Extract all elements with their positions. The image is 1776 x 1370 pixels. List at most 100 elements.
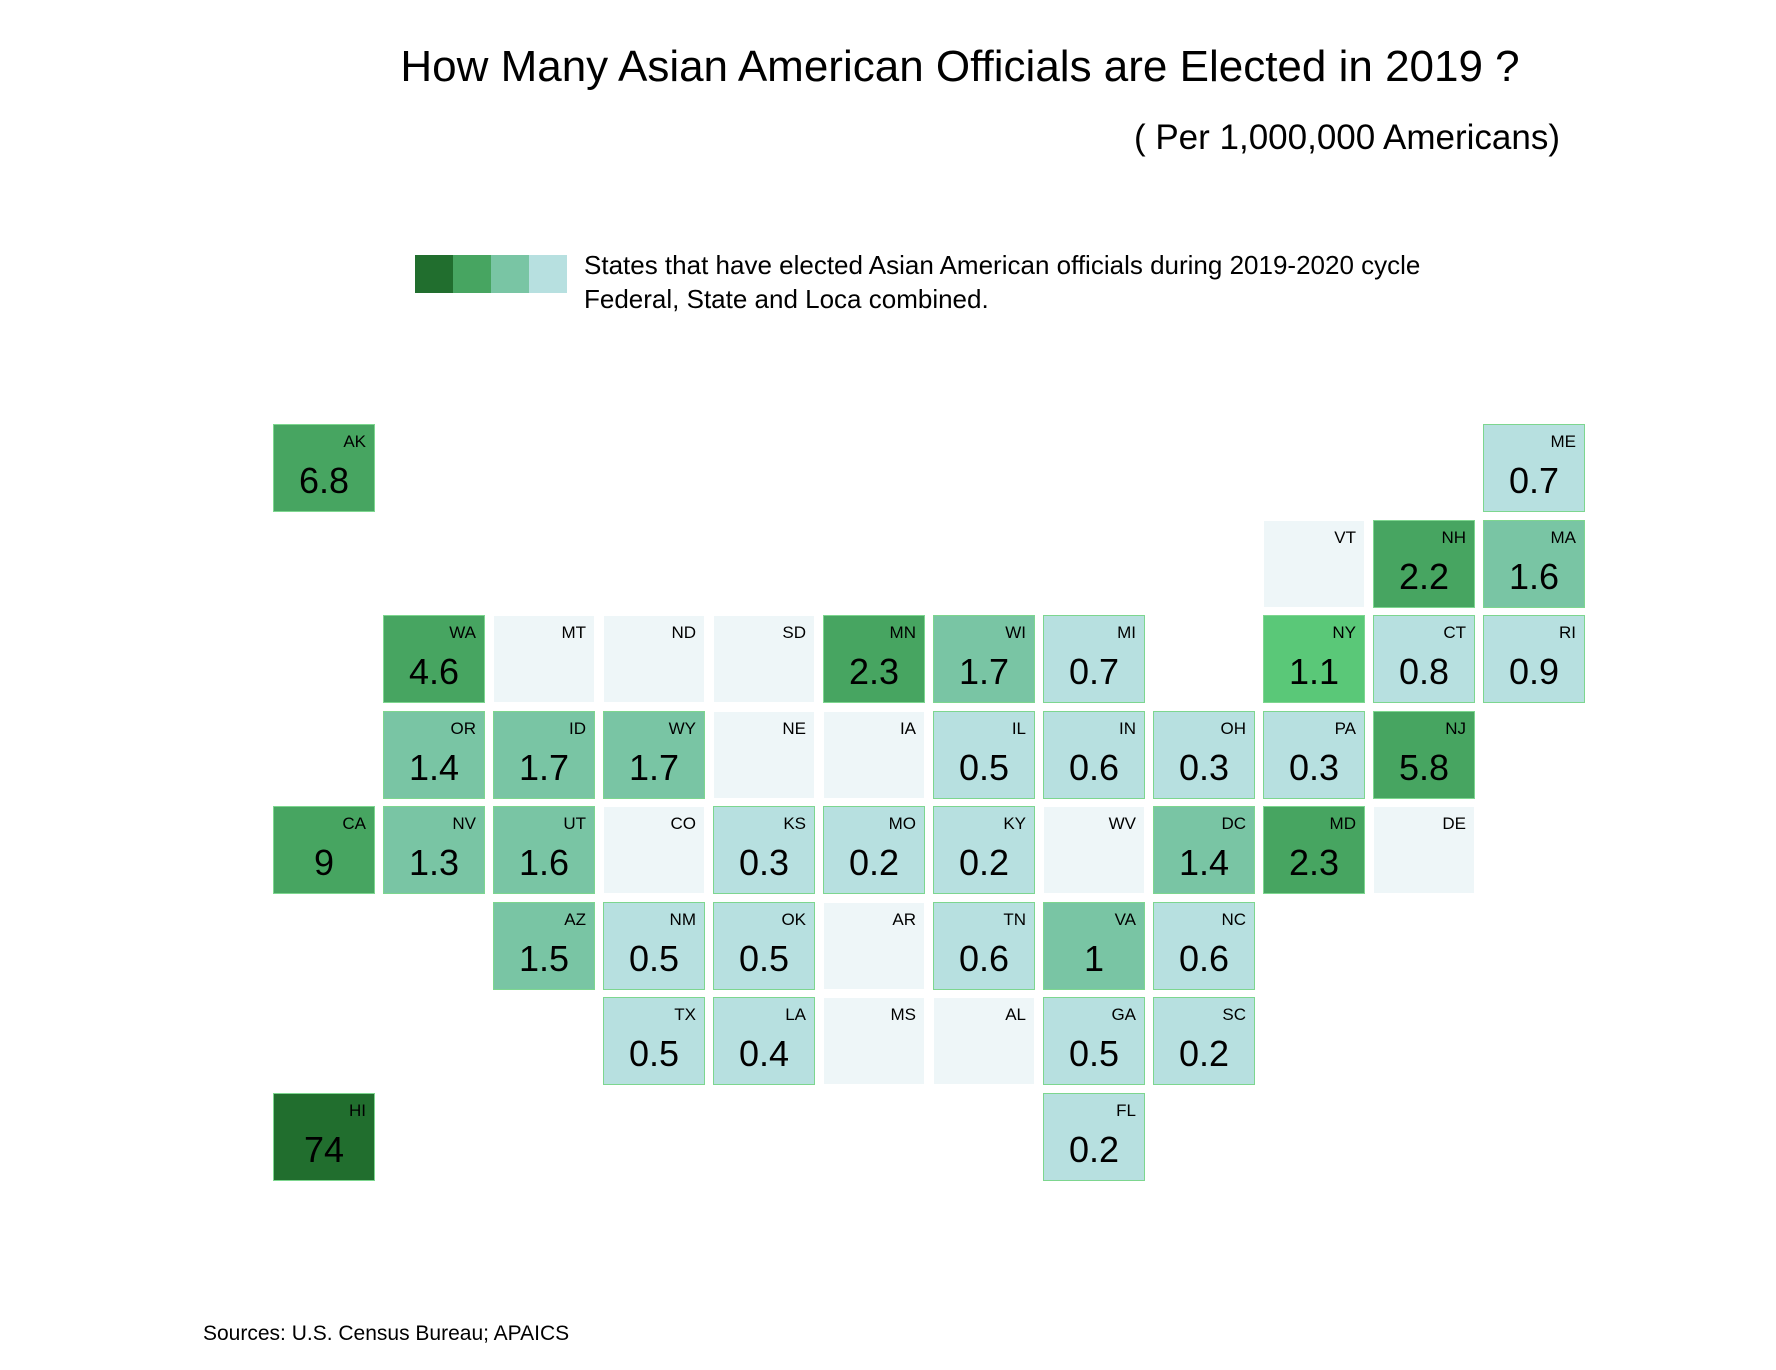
tile-wa: WA 4.6: [383, 615, 485, 703]
tile-value: 0.2: [1068, 1128, 1120, 1170]
tile-co: CO: [603, 806, 705, 894]
tile-ia: IA: [823, 710, 925, 799]
tile-state-label: DE: [1442, 814, 1466, 833]
tile-state-label: MT: [561, 623, 586, 642]
tile-ma: MA 1.6: [1483, 519, 1585, 608]
tile-ky: KY 0.2: [933, 806, 1035, 894]
tile-state-label: NM: [669, 909, 696, 929]
tile-value: 1.6: [1508, 555, 1560, 597]
tile-value: 0.5: [738, 937, 790, 979]
legend-swatch: [491, 255, 529, 293]
tile-value: 0.5: [628, 1033, 680, 1074]
tile-la: LA 0.4: [713, 997, 815, 1085]
tile-state-label: OR: [450, 718, 477, 738]
tile-value: 1.3: [408, 842, 460, 883]
tile-state-label: AZ: [564, 909, 586, 929]
tile-value: 0.5: [1068, 1033, 1120, 1074]
tile-tn: TN 0.6: [933, 901, 1035, 990]
tile-state-label: UT: [563, 814, 586, 833]
tile-state-label: WV: [1108, 814, 1136, 833]
tile-state-label: NH: [1441, 527, 1466, 547]
tile-pa: PA 0.3: [1263, 710, 1365, 799]
tile-ar: AR: [823, 901, 925, 990]
tile-ks: KS 0.3: [713, 806, 815, 894]
tile-value: 0.7: [1068, 651, 1120, 692]
tile-nj: NJ 5.8: [1373, 710, 1475, 799]
tile-state-label: DC: [1221, 814, 1246, 833]
tile-state-label: AK: [343, 432, 366, 451]
tile-state-label: VT: [1334, 527, 1356, 547]
tile-state-label: NV: [452, 814, 476, 833]
tile-value: 0.6: [1068, 746, 1120, 788]
tile-value: 1.4: [1178, 842, 1230, 883]
tile-state-label: OK: [781, 909, 806, 929]
tile-value: 0.6: [958, 937, 1010, 979]
tile-nd: ND: [603, 615, 705, 703]
tile-state-label: SD: [782, 623, 806, 642]
tile-state-label: MA: [1550, 527, 1577, 547]
tile-value: 6.8: [298, 460, 350, 501]
tile-value: 0.3: [1178, 746, 1230, 788]
tile-value: 1.1: [1288, 651, 1340, 692]
tile-value: 0.2: [1178, 1033, 1230, 1074]
tile-state-label: NC: [1221, 909, 1246, 929]
tile-state-label: IN: [1119, 718, 1136, 738]
tile-mo: MO 0.2: [823, 806, 925, 894]
legend-text: States that have elected Asian American …: [584, 248, 1420, 316]
tile-ak: AK 6.8: [273, 424, 375, 512]
tile-value: 0.3: [738, 842, 790, 883]
tile-mn: MN 2.3: [823, 615, 925, 703]
tile-wi: WI 1.7: [933, 615, 1035, 703]
tile-state-label: CO: [670, 814, 697, 833]
tile-value: 1: [1083, 937, 1105, 979]
legend-line-1: States that have elected Asian American …: [584, 250, 1421, 280]
tile-fl: FL 0.2: [1043, 1092, 1145, 1181]
tile-state-label: ID: [569, 718, 586, 738]
tile-state-label: SC: [1222, 1005, 1246, 1024]
tile-value: 0.6: [1178, 937, 1230, 979]
tile-state-label: VA: [1114, 909, 1136, 929]
legend-swatch: [453, 255, 491, 293]
tile-state-label: OH: [1220, 718, 1247, 738]
tile-state-label: MD: [1329, 814, 1356, 833]
tile-value: 0.5: [958, 746, 1010, 788]
tile-ri: RI 0.9: [1483, 615, 1585, 703]
chart-subtitle: ( Per 1,000,000 Americans): [1133, 118, 1560, 157]
source-note: Sources: U.S. Census Bureau; APAICS: [203, 1322, 570, 1345]
tile-sd: SD: [713, 615, 815, 703]
tile-state-label: ME: [1550, 432, 1577, 451]
tile-ok: OK 0.5: [713, 901, 815, 990]
tile-value: 0.5: [628, 937, 680, 979]
tile-value: 1.6: [518, 842, 570, 883]
tile-state-label: KY: [1003, 814, 1026, 833]
tile-value: 9: [313, 842, 335, 883]
legend-swatch: [529, 255, 567, 293]
tile-il: IL 0.5: [933, 710, 1035, 799]
tile-tx: TX 0.5: [603, 997, 705, 1085]
tile-state-label: FL: [1116, 1100, 1136, 1120]
tile-value: 1.5: [518, 937, 570, 979]
tile-de: DE: [1373, 806, 1475, 894]
tile-value: 1.4: [408, 746, 460, 788]
tile-vt: VT: [1263, 519, 1365, 608]
tile-state-label: PA: [1334, 718, 1356, 738]
tile-ms: MS: [823, 997, 925, 1085]
tile-value: 1.7: [958, 651, 1010, 692]
tile-value: 0.7: [1508, 460, 1560, 501]
tile-state-label: KS: [783, 814, 806, 833]
tile-or: OR 1.4: [383, 710, 485, 799]
tile-md: MD 2.3: [1263, 806, 1365, 894]
chart-title: How Many Asian American Officials are El…: [400, 42, 1520, 91]
tile-state-label: MI: [1117, 623, 1136, 642]
tile-in: IN 0.6: [1043, 710, 1145, 799]
tile-wv: WV: [1043, 806, 1145, 894]
tile-value: 2.2: [1398, 555, 1450, 597]
tile-ct: CT 0.8: [1373, 615, 1475, 703]
tile-state-label: HI: [349, 1100, 366, 1120]
tile-value: 0.4: [738, 1033, 790, 1074]
tile-ca: CA 9: [273, 806, 375, 894]
tile-value: 0.8: [1398, 651, 1450, 692]
tile-state-label: NE: [782, 718, 806, 738]
tile-value: 2.3: [1288, 842, 1340, 883]
tile-state-label: IA: [899, 718, 916, 738]
